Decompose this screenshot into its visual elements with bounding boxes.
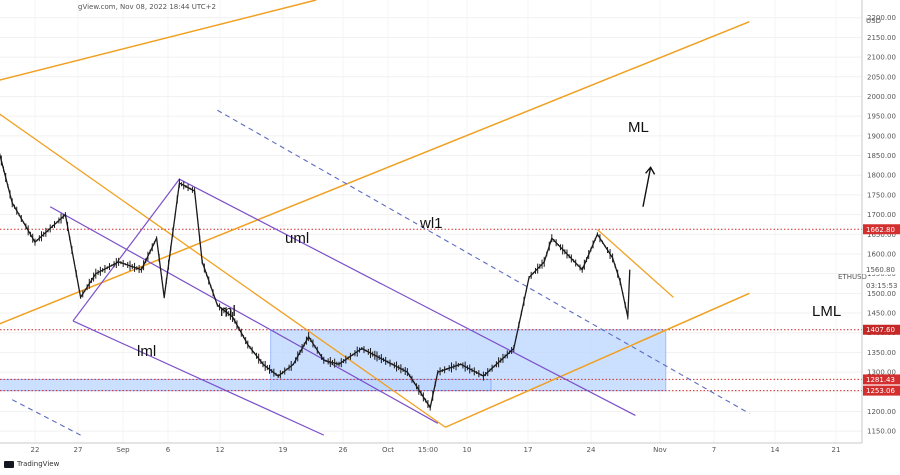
currency-label: USD (866, 17, 881, 25)
y-tick-label-1: 2150.00 (867, 34, 896, 42)
y-tick-label-15: 1450.00 (867, 310, 896, 318)
up-arrow-head (645, 166, 656, 175)
y-tick-label-0: 2200.00 (867, 14, 896, 22)
orange-upper-line (0, 0, 317, 81)
y-tick-label-9: 1750.00 (867, 191, 896, 199)
level-tag-label-3: 1253.06 (866, 387, 895, 395)
y-tick-label-8: 1800.00 (867, 172, 896, 180)
annotation-LML: LML (812, 303, 841, 320)
axes: USD 2200.00 2150.00 2100.00 2050.00 2000.00 1… (0, 0, 900, 454)
level-tag-label-0: 1662.80 (866, 226, 895, 234)
y-tick-label-3: 2050.00 (867, 73, 896, 81)
y-tick-label-10: 1700.00 (867, 211, 896, 219)
purple-channel-line-1 (49, 206, 439, 424)
current-price-tag (863, 264, 900, 275)
annotation-ML: ML (628, 119, 649, 136)
x-tick-label-3: 6 (166, 446, 171, 454)
x-tick-label-2: Sep (116, 446, 130, 454)
x-tick-label-0: 22 (31, 446, 40, 454)
purple-channel-line-2 (72, 320, 325, 436)
x-tick-label-9: 10 (463, 446, 472, 454)
annotation-ml: ml (220, 303, 236, 320)
x-tick-label-12: Nov (653, 446, 667, 454)
annotation-lml: lml (137, 343, 156, 360)
lower-dashed-line (11, 399, 81, 436)
level-tag-0 (863, 224, 900, 235)
x-tick-label-8: 15:00 (418, 446, 438, 454)
x-tick-label-1: 27 (74, 446, 83, 454)
level-tag-label-2: 1281.43 (866, 376, 895, 384)
zones (0, 329, 667, 392)
orange-diagonal-line (0, 113, 446, 428)
tradingview-branding[interactable]: TradingView (4, 460, 59, 468)
level-tag-1 (863, 324, 900, 335)
x-tick-label-4: 12 (216, 446, 225, 454)
price-path (0, 152, 631, 411)
y-tick-label-4: 2000.00 (867, 93, 896, 101)
y-tick-label-6: 1900.00 (867, 132, 896, 140)
orange-median-line (0, 20, 750, 325)
x-tick-label-10: 17 (524, 446, 533, 454)
drawing-lines (0, 0, 750, 436)
level-tag-2 (863, 374, 900, 385)
warning-line-1 (217, 109, 750, 414)
orange-short-downtrend (596, 229, 674, 298)
x-tick-label-14: 14 (771, 446, 780, 454)
y-tick-label-7: 1850.00 (867, 152, 896, 160)
annotation-wl1: wl1 (419, 215, 443, 232)
up-arrow-shaft (642, 167, 652, 207)
tradingview-logo-icon (4, 460, 14, 468)
y-tick-label-17: 1350.00 (867, 349, 896, 357)
watermark: gView.com, Nov 08, 2022 18:44 UTC+2 (78, 3, 216, 11)
range-zone-lower (0, 378, 492, 392)
level-tag-3 (863, 385, 900, 396)
annotation-uml: uml (285, 230, 309, 247)
tradingview-text: TradingView (17, 460, 60, 468)
symbol-label: ETHUSD (838, 273, 867, 281)
purple-median-line (72, 178, 180, 322)
x-tick-label-6: 26 (339, 446, 348, 454)
y-tick-label-11: 1650.00 (867, 231, 896, 239)
annotations: ML LML uml ml lml wl1 ETHUSD 03:15:53 (137, 119, 897, 360)
purple-channel-line-0 (179, 178, 636, 416)
orange-lower-line (445, 292, 750, 428)
x-tick-label-13: 7 (712, 446, 716, 454)
x-tick-label-7: Oct (382, 446, 394, 454)
y-tick-label-14: 1500.00 (867, 290, 896, 298)
y-tick-label-2: 2100.00 (867, 54, 896, 62)
x-tick-label-5: 19 (279, 446, 288, 454)
y-tick-label-18: 1300.00 (867, 369, 896, 377)
y-tick-label-20: 1200.00 (867, 408, 896, 416)
y-tick-label-12: 1600.00 (867, 250, 896, 258)
countdown-label: 03:15:53 (866, 282, 897, 290)
y-tick-label-5: 1950.00 (867, 113, 896, 121)
x-tick-label-15: 21 (832, 446, 841, 454)
y-tick-label-21: 1150.00 (867, 428, 896, 436)
levels (0, 228, 862, 392)
current-price-label: 1560.80 (866, 266, 895, 274)
level-tag-label-1: 1407.60 (866, 326, 895, 334)
x-tick-label-11: 24 (587, 446, 596, 454)
